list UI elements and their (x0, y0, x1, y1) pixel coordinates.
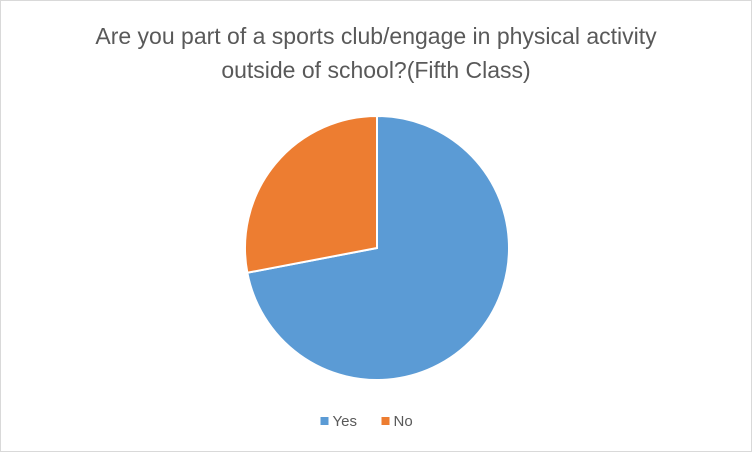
legend-swatch (320, 417, 329, 425)
legend-label: Yes (333, 413, 357, 430)
pie-slice (244, 114, 378, 274)
legend-label: No (394, 413, 413, 430)
chart-title: Are you part of a sports club/engage in … (95, 23, 657, 83)
pie-slice (246, 114, 510, 381)
legend-swatch (381, 417, 390, 425)
